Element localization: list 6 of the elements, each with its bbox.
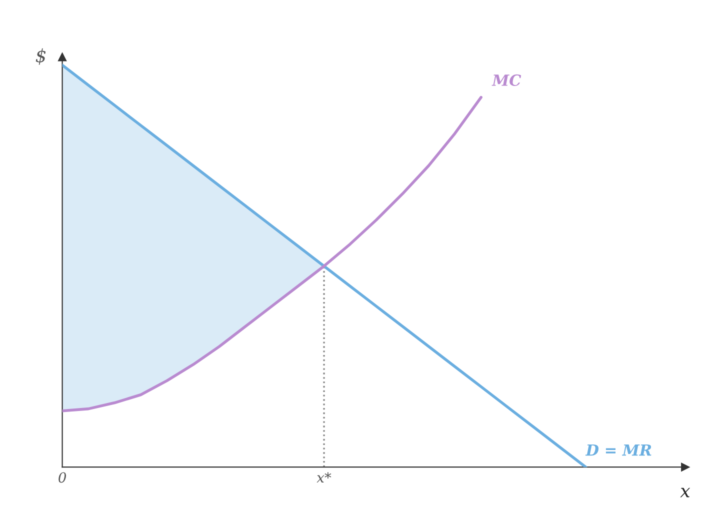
x-tick-label: 0 xyxy=(58,472,66,483)
series-label: MC xyxy=(492,74,522,86)
y-axis-title: $ xyxy=(36,48,46,65)
series-label: D = MR xyxy=(585,444,652,456)
x-tick-label: x* xyxy=(316,472,332,483)
x-axis-title: x xyxy=(680,488,690,498)
